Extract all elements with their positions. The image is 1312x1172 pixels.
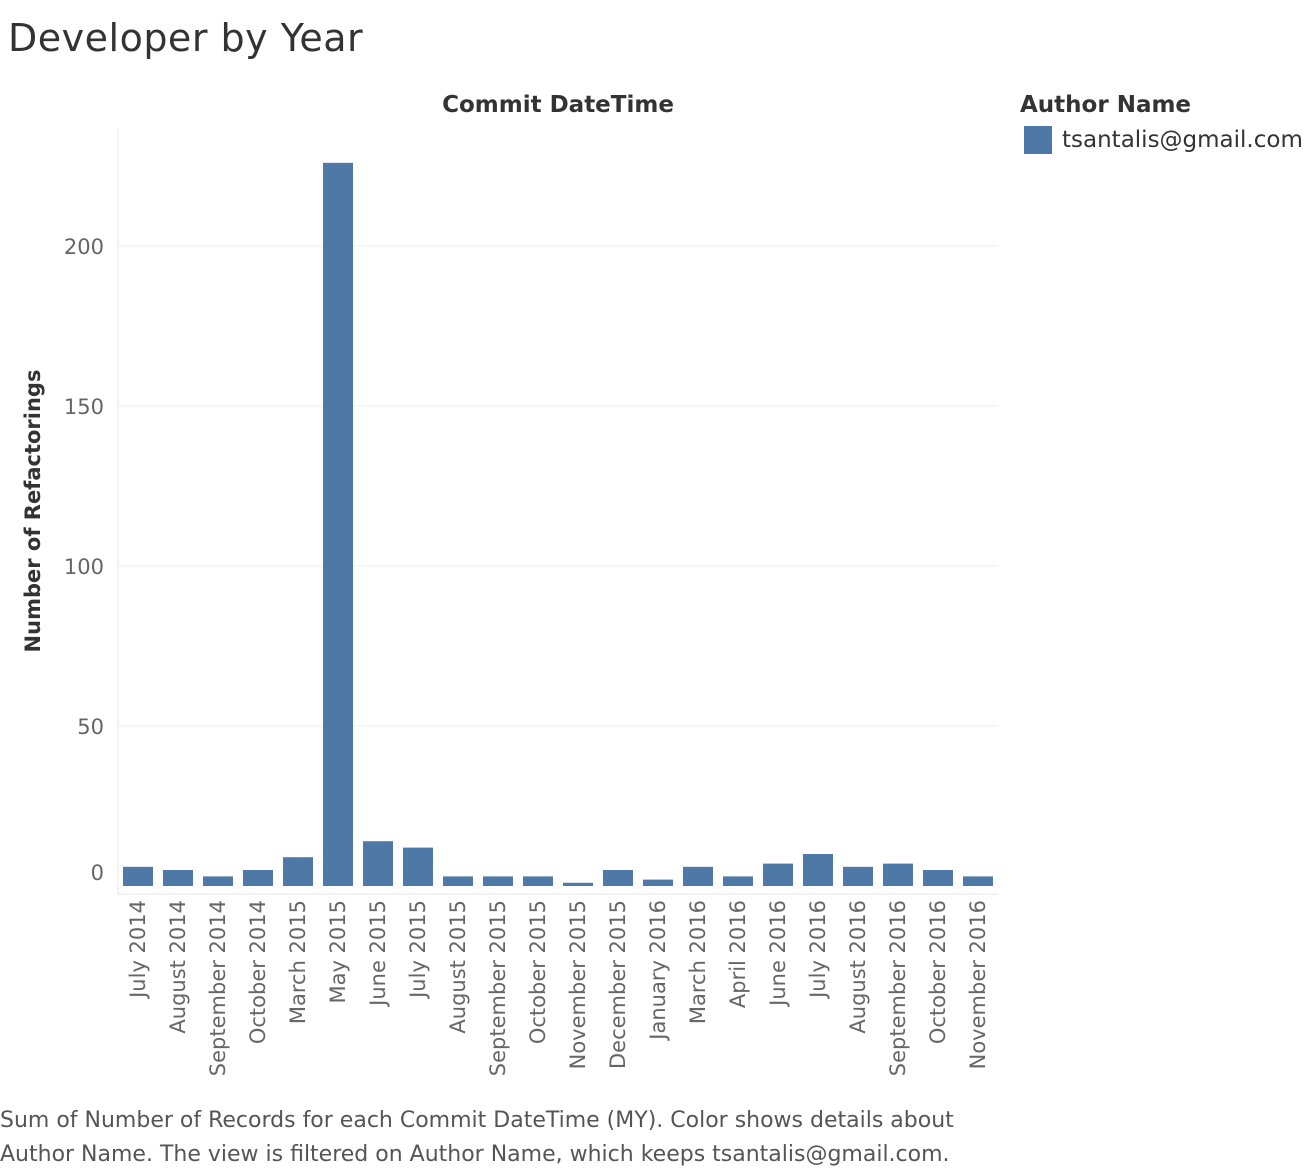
x-tick-label: September 2016 [886, 900, 910, 1076]
x-tick-label: September 2014 [206, 900, 230, 1076]
legend-item[interactable]: tsantalis@gmail.com [1024, 126, 1303, 154]
bar [643, 879, 673, 886]
bar [683, 866, 713, 886]
x-tick-label: March 2016 [686, 900, 710, 1024]
chart-title: Developer by Year [8, 16, 364, 60]
y-tick-label: 100 [64, 555, 104, 579]
bar [443, 876, 473, 886]
column-header: Commit DateTime [442, 92, 674, 118]
caption-line-1: Sum of Number of Records for each Commit… [0, 1108, 954, 1133]
x-tick-label: November 2015 [566, 900, 590, 1069]
bar [563, 882, 593, 886]
y-axis-label: Number of Refactorings [21, 370, 45, 653]
x-tick-label: May 2015 [326, 900, 350, 1004]
bar [203, 876, 233, 886]
bar [523, 876, 553, 886]
bar [803, 854, 833, 886]
bar [363, 841, 393, 886]
y-tick-label: 200 [64, 235, 104, 259]
x-tick-label: December 2015 [606, 900, 630, 1069]
bar [323, 162, 353, 887]
x-tick-label: November 2016 [966, 900, 990, 1069]
legend-swatch [1024, 126, 1052, 154]
x-tick-label: October 2016 [926, 900, 950, 1044]
x-tick-label: October 2015 [526, 900, 550, 1044]
x-tick-label: June 2015 [366, 900, 390, 1008]
bar-chart: 0 50 100 150 200 Number of Refactorings July 2… [21, 128, 998, 1076]
x-tick-label: June 2016 [766, 900, 790, 1008]
bar [243, 870, 273, 886]
y-tick-label: 0 [91, 861, 104, 885]
bar [283, 857, 313, 886]
bar [883, 863, 913, 886]
x-tick-label: July 2014 [126, 900, 150, 1000]
bar [963, 876, 993, 886]
y-tick-label: 150 [64, 395, 104, 419]
x-tick-label: July 2016 [806, 900, 830, 1000]
legend-title: Author Name [1020, 92, 1192, 118]
x-tick-label: July 2015 [406, 900, 430, 1000]
caption-line-2: Author Name. The view is filtered on Aut… [0, 1142, 950, 1167]
x-tick-label: January 2016 [646, 900, 670, 1042]
bar [123, 866, 153, 886]
x-tick-label: August 2015 [446, 900, 470, 1034]
caption: Sum of Number of Records for each Commit… [0, 1104, 1000, 1172]
bar [603, 870, 633, 886]
x-tick-label: March 2015 [286, 900, 310, 1024]
x-tick-label: August 2016 [846, 900, 870, 1034]
legend-label: tsantalis@gmail.com [1062, 127, 1303, 153]
bar [163, 870, 193, 886]
bar [403, 847, 433, 886]
x-tick-label: April 2016 [726, 900, 750, 1008]
bar [843, 866, 873, 886]
x-tick-label: October 2014 [246, 900, 270, 1044]
y-tick-label: 50 [77, 715, 104, 739]
bar [923, 870, 953, 886]
x-tick-label: September 2015 [486, 900, 510, 1076]
x-tick-label: August 2014 [166, 900, 190, 1034]
bar [723, 876, 753, 886]
bar [483, 876, 513, 886]
bar [763, 863, 793, 886]
